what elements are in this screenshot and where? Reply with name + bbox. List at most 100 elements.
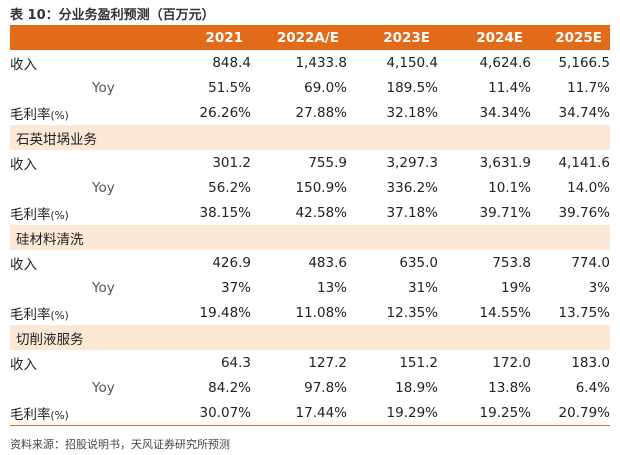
cell-value: 774.0: [571, 254, 610, 271]
cell-value: 56.2%: [208, 179, 251, 196]
row-label: 毛利率(%): [10, 200, 155, 225]
row-label-unit: (%): [50, 309, 69, 322]
section-row: 切削液服务: [10, 325, 610, 350]
section-row: 石英坩埚业务: [10, 125, 610, 150]
cell-value: 34.74%: [558, 104, 610, 121]
cell-value: 6.4%: [575, 379, 610, 396]
revenue-row: 收入 301.2 755.9 3,297.3 3,631.9 4,141.6: [10, 150, 610, 175]
cell-value: 17.44%: [251, 400, 347, 426]
row-label-text: 毛利率: [10, 306, 51, 323]
cell-value: 42.58%: [295, 204, 347, 221]
row-label: 收入: [10, 56, 37, 73]
header-year: 2023E: [347, 25, 438, 50]
header-label: [10, 25, 155, 50]
cell-value: 753.8: [492, 254, 531, 271]
margin-row: 毛利率(%) 30.07% 17.44% 19.29% 19.25% 20.79…: [10, 400, 610, 426]
cell-value: 51.5%: [208, 79, 251, 96]
cell-value: 426.9: [212, 254, 251, 271]
cell-value: 19.48%: [199, 304, 251, 321]
row-label: 收入: [10, 156, 37, 173]
margin-row: 毛利率(%) 38.15% 42.58% 37.18% 39.71% 39.76…: [10, 200, 610, 225]
cell-value: 27.88%: [295, 104, 347, 121]
profit-forecast-table: 2021 2022A/E 2023E 2024E 2025E 收入 848.4 …: [10, 25, 610, 426]
cell-value: 150.9%: [295, 179, 347, 196]
cell-value: 483.6: [308, 254, 347, 271]
cell-value: 848.4: [212, 54, 251, 71]
revenue-row: 收入 64.3 127.2 151.2 172.0 183.0: [10, 350, 610, 375]
section-row: 硅材料清洗: [10, 225, 610, 250]
cell-value: 37%: [220, 279, 251, 296]
row-label: Yoy: [92, 79, 115, 96]
cell-value: 97.8%: [304, 379, 347, 396]
cell-value: 18.9%: [395, 379, 438, 396]
cell-value: 39.76%: [558, 204, 610, 221]
cell-value: 38.15%: [199, 204, 251, 221]
row-label-unit: (%): [50, 109, 69, 122]
row-label: 收入: [10, 356, 37, 373]
cell-value: 336.2%: [386, 179, 438, 196]
cell-value: 12.35%: [386, 304, 438, 321]
cell-value: 5,166.5: [558, 54, 610, 71]
cell-value: 11.7%: [567, 79, 610, 96]
cell-value: 755.9: [308, 154, 347, 171]
source-note: 资料来源：招股说明书，天风证券研究所预测: [10, 438, 230, 451]
row-label-unit: (%): [50, 409, 69, 422]
row-label: Yoy: [92, 179, 115, 196]
table-title: 表 10：分业务盈利预测（百万元）: [10, 8, 215, 23]
cell-value: 1,433.8: [295, 54, 347, 71]
cell-value: 172.0: [492, 354, 531, 371]
cell-value: 3,297.3: [386, 154, 438, 171]
total-revenue-row: 收入 848.4 1,433.8 4,150.4 4,624.6 5,166.5: [10, 50, 610, 75]
cell-value: 14.55%: [479, 304, 531, 321]
row-label: 毛利率(%): [10, 300, 155, 325]
row-label-text: 毛利率: [10, 406, 51, 423]
section-title: 石英坩埚业务: [10, 125, 610, 150]
cell-value: 183.0: [571, 354, 610, 371]
row-label-unit: (%): [50, 209, 69, 222]
cell-value: 26.26%: [199, 104, 251, 121]
section-title: 硅材料清洗: [10, 225, 610, 250]
cell-value: 30.07%: [155, 400, 251, 426]
cell-value: 151.2: [399, 354, 438, 371]
cell-value: 19.29%: [347, 400, 438, 426]
cell-value: 13.8%: [488, 379, 531, 396]
yoy-row: Yoy 84.2% 97.8% 18.9% 13.8% 6.4%: [10, 375, 610, 400]
cell-value: 64.3: [220, 354, 251, 371]
revenue-row: 收入 426.9 483.6 635.0 753.8 774.0: [10, 250, 610, 275]
cell-value: 4,150.4: [386, 54, 438, 71]
row-label: 收入: [10, 256, 37, 273]
row-label: 毛利率(%): [10, 400, 155, 426]
total-margin-row: 毛利率(%) 26.26% 27.88% 32.18% 34.34% 34.74…: [10, 100, 610, 125]
yoy-row: Yoy 37% 13% 31% 19% 3%: [10, 275, 610, 300]
row-label-text: 毛利率: [10, 106, 51, 123]
section-title: 切削液服务: [10, 325, 610, 350]
yoy-row: Yoy 56.2% 150.9% 336.2% 10.1% 14.0%: [10, 175, 610, 200]
header-year: 2022A/E: [251, 25, 347, 50]
cell-value: 13.75%: [558, 304, 610, 321]
cell-value: 39.71%: [479, 204, 531, 221]
header-year: 2025E: [531, 25, 610, 50]
cell-value: 31%: [407, 279, 438, 296]
cell-value: 11.08%: [295, 304, 347, 321]
margin-row: 毛利率(%) 19.48% 11.08% 12.35% 14.55% 13.75…: [10, 300, 610, 325]
cell-value: 19.25%: [438, 400, 531, 426]
cell-value: 20.79%: [531, 400, 610, 426]
row-label: Yoy: [92, 279, 115, 296]
cell-value: 635.0: [399, 254, 438, 271]
cell-value: 4,624.6: [479, 54, 531, 71]
cell-value: 3,631.9: [479, 154, 531, 171]
cell-value: 69.0%: [304, 79, 347, 96]
cell-value: 127.2: [308, 354, 347, 371]
total-yoy-row: Yoy 51.5% 69.0% 189.5% 11.4% 11.7%: [10, 75, 610, 100]
header-row: 2021 2022A/E 2023E 2024E 2025E: [10, 25, 610, 50]
cell-value: 19%: [500, 279, 531, 296]
cell-value: 84.2%: [208, 379, 251, 396]
cell-value: 13%: [316, 279, 347, 296]
cell-value: 10.1%: [488, 179, 531, 196]
cell-value: 4,141.6: [558, 154, 610, 171]
cell-value: 11.4%: [488, 79, 531, 96]
cell-value: 301.2: [212, 154, 251, 171]
row-label: Yoy: [92, 379, 115, 396]
cell-value: 37.18%: [386, 204, 438, 221]
header-year: 2021: [155, 25, 251, 50]
